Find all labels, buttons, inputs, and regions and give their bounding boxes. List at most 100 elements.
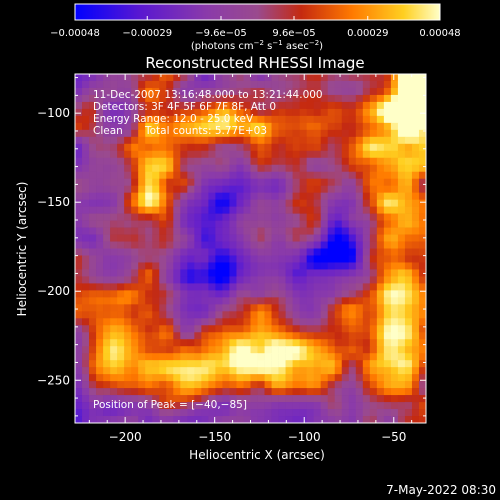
heatmap-cell [313, 262, 322, 270]
heatmap-cell [271, 108, 279, 117]
heatmap-cell [222, 150, 230, 159]
heatmap-cell [222, 367, 230, 375]
heatmap-cell [355, 276, 364, 284]
heatmap-cell [348, 241, 357, 249]
heatmap-cell [418, 262, 427, 270]
heatmap-cell [418, 164, 427, 173]
heatmap-cell [152, 339, 160, 347]
heatmap-cell [208, 94, 216, 103]
heatmap-cell [159, 122, 167, 131]
heatmap-cell [236, 374, 244, 382]
heatmap-cell [180, 276, 188, 284]
heatmap-cell [173, 416, 181, 424]
heatmap-cell [215, 346, 223, 354]
heatmap-cell [397, 248, 406, 256]
heatmap-cell [243, 255, 251, 263]
heatmap-cell [124, 311, 132, 319]
heatmap-cell [250, 87, 258, 96]
heatmap-cell [75, 199, 83, 207]
heatmap-cell [355, 332, 364, 340]
heatmap-cell [313, 241, 322, 249]
heatmap-cell [159, 262, 167, 270]
heatmap-cell [271, 74, 279, 82]
heatmap-cell [103, 353, 111, 361]
heatmap-cell [299, 164, 308, 173]
heatmap-cell [215, 339, 223, 347]
heatmap-cell [334, 234, 343, 242]
heatmap-cell [180, 94, 188, 103]
heatmap-cell [250, 101, 258, 110]
heatmap-cell [194, 248, 202, 256]
heatmap-cell [355, 122, 364, 131]
heatmap-cell [306, 297, 315, 305]
heatmap-cell [208, 241, 216, 249]
heatmap-cell [138, 87, 146, 96]
heatmap-cell [362, 360, 371, 368]
heatmap-cell [362, 353, 371, 361]
heatmap-cell [159, 220, 167, 228]
heatmap-cell [103, 381, 111, 389]
heatmap-cell [369, 367, 378, 375]
heatmap-cell [341, 171, 350, 180]
heatmap-cell [369, 353, 378, 361]
heatmap-cell [124, 199, 132, 207]
heatmap-cell [376, 283, 385, 291]
heatmap-cell [173, 241, 181, 249]
heatmap-cell [124, 262, 132, 270]
heatmap-cell [215, 178, 223, 187]
heatmap-cell [201, 241, 209, 249]
heatmap-cell [152, 150, 160, 159]
heatmap-cell [187, 283, 195, 291]
heatmap-cell [383, 311, 392, 319]
heatmap-cell [173, 248, 181, 256]
heatmap-cell [362, 157, 371, 166]
heatmap-cell [117, 185, 125, 194]
heatmap-cell [390, 367, 399, 375]
heatmap-cell [82, 381, 90, 389]
heatmap-cell [278, 388, 286, 396]
heatmap-cell [187, 409, 195, 417]
heatmap-cell [75, 150, 83, 159]
heatmap-cell [103, 94, 111, 103]
heatmap-cell [124, 255, 132, 263]
heatmap-cell [173, 171, 181, 180]
heatmap-cell [173, 94, 181, 103]
heatmap-cell [194, 381, 202, 389]
heatmap-cell [103, 206, 111, 214]
heatmap-cell [110, 346, 118, 354]
heatmap-cell [145, 227, 153, 235]
heatmap-cell [278, 248, 286, 256]
heatmap-cell [159, 129, 167, 138]
heatmap-cell [215, 367, 223, 375]
heatmap-cell [138, 283, 146, 291]
heatmap-cell [334, 409, 343, 417]
heatmap-cell [215, 122, 223, 131]
heatmap-cell [285, 199, 293, 207]
heatmap-cell [369, 171, 378, 180]
heatmap-cell [383, 276, 392, 284]
heatmap-cell [320, 409, 329, 417]
heatmap-cell [257, 94, 265, 103]
heatmap-cell [131, 332, 139, 340]
heatmap-cell [397, 339, 406, 347]
heatmap-cell [397, 269, 406, 277]
heatmap-cell [369, 234, 378, 242]
heatmap-cell [180, 150, 188, 159]
heatmap-cell [103, 388, 111, 396]
heatmap-cell [348, 234, 357, 242]
heatmap-cell [418, 143, 427, 152]
heatmap-cell [222, 409, 230, 417]
heatmap-cell [229, 185, 237, 194]
heatmap-cell [320, 164, 329, 173]
heatmap-cell [124, 74, 132, 82]
heatmap-cell [82, 199, 90, 207]
heatmap-cell [201, 367, 209, 375]
heatmap-cell [278, 122, 286, 131]
heatmap-cell [243, 241, 251, 249]
heatmap-cell [404, 311, 413, 319]
heatmap-cell [82, 94, 90, 103]
heatmap-cell [82, 297, 90, 305]
heatmap-cell [89, 122, 97, 131]
heatmap-cell [264, 157, 272, 166]
heatmap-cell [75, 360, 83, 368]
